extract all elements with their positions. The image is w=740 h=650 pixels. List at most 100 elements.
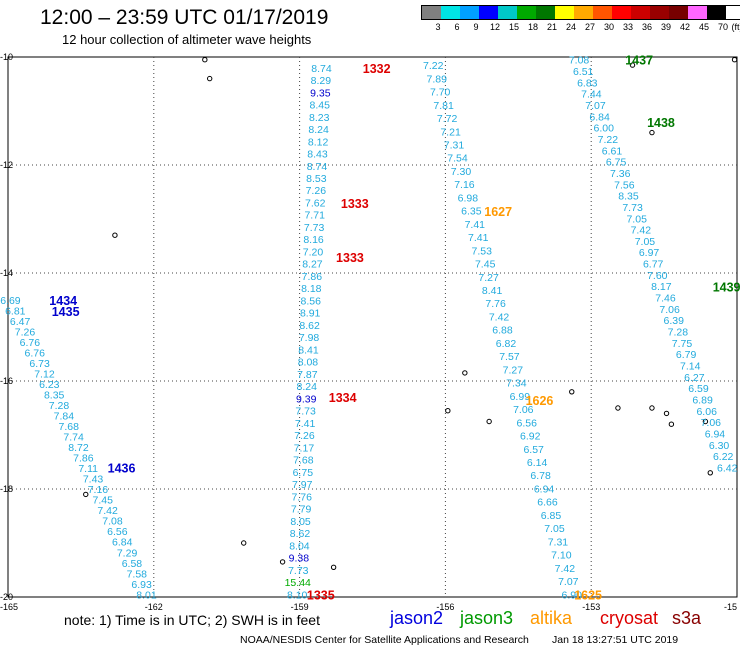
wave-height-value: 6.89: [692, 394, 713, 406]
wave-height-value: 6.58: [122, 558, 143, 570]
wave-height-value: 6.97: [639, 247, 660, 259]
wave-height-value: 7.28: [49, 400, 70, 412]
wave-height-value: 6.73: [29, 358, 50, 370]
wave-height-value: 7.05: [544, 523, 565, 535]
wave-height-value: 8.23: [309, 112, 330, 124]
wave-height-value: 7.10: [551, 550, 572, 562]
legend-tick-label: 21: [546, 22, 558, 32]
wave-height-map: -165 -162 -159 -156 -153 -15 -10 -12 -14 -16 -18 -2…: [0, 52, 740, 612]
pass-label: 1625: [574, 588, 602, 602]
y-tick-label: -14: [0, 268, 13, 278]
wave-height-value: 6.39: [664, 315, 685, 327]
wave-height-value: 7.68: [59, 421, 80, 433]
x-tick-label: -162: [145, 602, 163, 612]
legend-swatch: [441, 6, 460, 19]
wave-height-value: 7.68: [293, 455, 314, 467]
island-marker: [702, 418, 709, 425]
satellite-legend-cryosat: cryosat: [600, 608, 659, 628]
wave-height-value: 7.98: [299, 332, 320, 344]
legend-swatch: [707, 6, 726, 19]
wave-height-value: 6.66: [537, 497, 558, 509]
legend-unit: (ft): [731, 22, 740, 32]
pass-label: 1438: [647, 116, 675, 130]
wave-height-value: 8.05: [290, 516, 311, 528]
wave-height-value: 6.51: [573, 66, 594, 78]
satellite-legend-jason2: jason2: [390, 608, 444, 628]
wave-height-value: 8.35: [618, 191, 639, 203]
wave-height-value: 6.88: [492, 325, 513, 337]
wave-height-value: 7.79: [291, 504, 312, 516]
wave-height-value: 7.22: [423, 60, 444, 72]
wave-height-value: 7.16: [88, 484, 109, 496]
wave-height-value: 8.74: [307, 161, 328, 173]
wave-height-value: 6.22: [713, 451, 734, 463]
island-marker: [629, 62, 636, 68]
wave-height-value: 7.72: [437, 113, 458, 125]
island-marker: [486, 418, 492, 425]
island-marker: [83, 491, 89, 498]
wave-height-value: 7.27: [478, 272, 499, 284]
wave-height-value: 7.26: [294, 430, 315, 442]
legend-tick-label: 12: [489, 22, 501, 32]
wave-height-value: 6.56: [107, 526, 128, 538]
legend-swatch: [612, 6, 631, 19]
pass-label: 1436: [108, 461, 136, 475]
y-tick-label: -10: [0, 52, 13, 62]
wave-height-value: 8.08: [298, 357, 319, 369]
wave-height-value: 7.71: [304, 210, 325, 222]
y-tick-label: -12: [0, 160, 13, 170]
satellite-legend-altika: altika: [530, 608, 573, 628]
wave-height-value: 7.45: [93, 495, 114, 507]
wave-height-value: 7.43: [83, 474, 104, 486]
wave-height-value: 7.45: [475, 259, 496, 271]
island-marker: [112, 232, 118, 238]
wave-height-value: 8.27: [302, 259, 323, 271]
wave-height-value: 7.73: [288, 565, 309, 577]
wave-height-value: 7.41: [295, 418, 316, 430]
island-marker: [731, 57, 738, 63]
wave-height-value: 6.35: [461, 206, 482, 218]
wave-height-value: 7.44: [581, 89, 602, 101]
wave-height-value: 6.59: [688, 383, 709, 395]
wave-height-value: 7.07: [585, 100, 606, 112]
wave-height-value: 7.89: [426, 73, 447, 85]
legend-swatch: [650, 6, 669, 19]
wave-height-value: 7.34: [506, 378, 527, 390]
wave-height-value: 7.20: [303, 246, 324, 258]
pass-label: 1334: [329, 391, 357, 405]
wave-height-value: 8.91: [300, 308, 321, 320]
wave-height-value: 7.86: [302, 271, 323, 283]
wave-height-value: 6.84: [589, 111, 610, 123]
satellite-legend-s3a: s3a: [672, 608, 702, 628]
wave-height-value: 6.94: [705, 428, 726, 440]
island-marker: [649, 405, 655, 411]
wave-height-value: 7.21: [440, 126, 461, 138]
wave-height-value: 8.41: [482, 285, 503, 297]
wave-height-value: 6.14: [527, 457, 548, 469]
wave-height-value: 6.27: [684, 372, 705, 384]
wave-height-value: 7.53: [472, 245, 493, 257]
wave-height-value: 8.45: [310, 100, 331, 112]
legend-swatch: [688, 6, 707, 19]
island-marker: [663, 410, 670, 417]
wave-height-value: 6.75: [606, 157, 627, 169]
wave-height-value: 7.73: [295, 406, 316, 418]
wave-height-value: 7.14: [680, 360, 701, 372]
wave-height-value: 7.06: [513, 404, 534, 416]
wave-height-value: 6.75: [293, 467, 314, 479]
wave-height-value: 7.12: [34, 369, 55, 381]
island-marker: [569, 389, 575, 395]
wave-height-value: 8.74: [311, 63, 332, 75]
wave-height-value: 7.26: [15, 327, 36, 339]
wave-height-value: 6.78: [530, 470, 551, 482]
wave-height-value: 6.79: [676, 349, 697, 361]
island-marker: [279, 559, 286, 565]
wave-height-value: 7.22: [598, 134, 619, 146]
wave-height-value: 7.26: [306, 185, 327, 197]
wave-height-value: 6.69: [0, 295, 21, 307]
wave-height-value: 7.41: [465, 219, 486, 231]
wave-height-value: 6.30: [709, 440, 730, 452]
wave-height-value: 6.98: [458, 192, 479, 204]
map-title: 12:00 – 23:59 UTC 01/17/2019: [40, 6, 329, 29]
